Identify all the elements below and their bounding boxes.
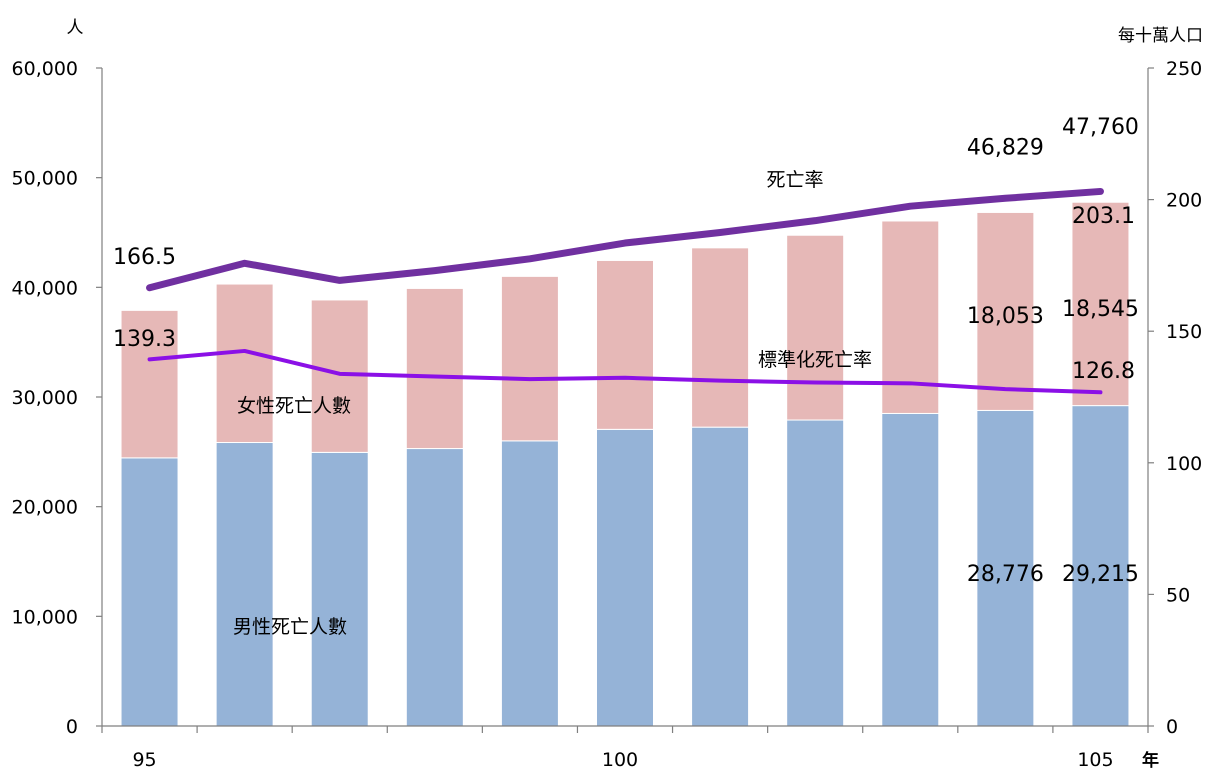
data-label: 47,760 bbox=[1062, 115, 1139, 140]
bar-male-104 bbox=[976, 409, 1035, 727]
y-left-tick-label: 30,000 bbox=[12, 387, 78, 409]
y-left-tick-label: 20,000 bbox=[12, 497, 78, 519]
y-left-unit: 人 bbox=[67, 18, 84, 38]
data-label: 18,545 bbox=[1062, 297, 1139, 322]
y-right-tick-label: 150 bbox=[1166, 321, 1202, 343]
bar-female-100 bbox=[596, 259, 654, 430]
bar-female-104 bbox=[976, 211, 1035, 411]
bar-male-105 bbox=[1071, 405, 1130, 727]
y-right-tick-label: 100 bbox=[1166, 453, 1202, 475]
data-label: 166.5 bbox=[113, 245, 176, 270]
series-name-2: 死亡率 bbox=[766, 169, 823, 191]
bar-female-99 bbox=[500, 275, 559, 442]
y-right-unit: 每十萬人口 bbox=[1118, 26, 1203, 46]
y-left-tick-label: 0 bbox=[66, 716, 78, 738]
bar-male-97 bbox=[310, 451, 369, 727]
data-label: 46,829 bbox=[967, 135, 1044, 160]
x-tick-label: 105 bbox=[1077, 749, 1113, 771]
y-left-tick-label: 10,000 bbox=[12, 606, 78, 628]
data-label: 126.8 bbox=[1072, 359, 1135, 384]
data-label: 203.1 bbox=[1072, 204, 1135, 229]
y-right-tick-label: 0 bbox=[1166, 716, 1178, 738]
data-label: 29,215 bbox=[1062, 562, 1139, 587]
bar-male-102 bbox=[786, 419, 845, 727]
bar-male-96 bbox=[215, 442, 274, 727]
bar-female-98 bbox=[405, 287, 464, 450]
bar-male-100 bbox=[596, 428, 654, 727]
bars-layer bbox=[120, 201, 1130, 727]
bar-female-95 bbox=[120, 309, 179, 459]
bar-female-96 bbox=[215, 283, 274, 444]
line-standardized-death-rate bbox=[147, 348, 1103, 395]
x-unit: 年 bbox=[1142, 750, 1159, 771]
bar-male-103 bbox=[881, 412, 940, 727]
x-tick-label: 95 bbox=[132, 749, 156, 771]
series-name-1: 女性死亡人數 bbox=[237, 395, 351, 417]
series-name-0: 男性死亡人數 bbox=[233, 616, 347, 638]
data-label: 139.3 bbox=[113, 327, 176, 352]
data-label: 28,776 bbox=[967, 562, 1044, 587]
bar-male-95 bbox=[120, 457, 179, 727]
bar-male-99 bbox=[500, 440, 559, 727]
lines-layer bbox=[146, 187, 1104, 395]
bar-female-102 bbox=[786, 234, 845, 421]
x-tick-label: 100 bbox=[602, 749, 638, 771]
y-left-tick-label: 50,000 bbox=[12, 168, 78, 190]
data-label: 18,053 bbox=[967, 304, 1044, 329]
bar-male-98 bbox=[405, 448, 464, 727]
y-right-tick-label: 250 bbox=[1166, 58, 1202, 80]
series-name-3: 標準化死亡率 bbox=[758, 349, 872, 371]
axes-layer: 0 10,000 20,000 30,000 40,000 50,000 60,000 0 50… bbox=[12, 18, 1203, 771]
line-death-rate bbox=[146, 187, 1104, 292]
y-left-tick-label: 40,000 bbox=[12, 277, 78, 299]
y-right-tick-label: 50 bbox=[1166, 584, 1190, 606]
bar-female-101 bbox=[691, 247, 750, 428]
bar-male-101 bbox=[691, 426, 750, 727]
y-left-tick-label: 60,000 bbox=[12, 58, 78, 80]
y-right-tick-label: 200 bbox=[1166, 190, 1202, 212]
bar-female-105 bbox=[1071, 201, 1130, 407]
